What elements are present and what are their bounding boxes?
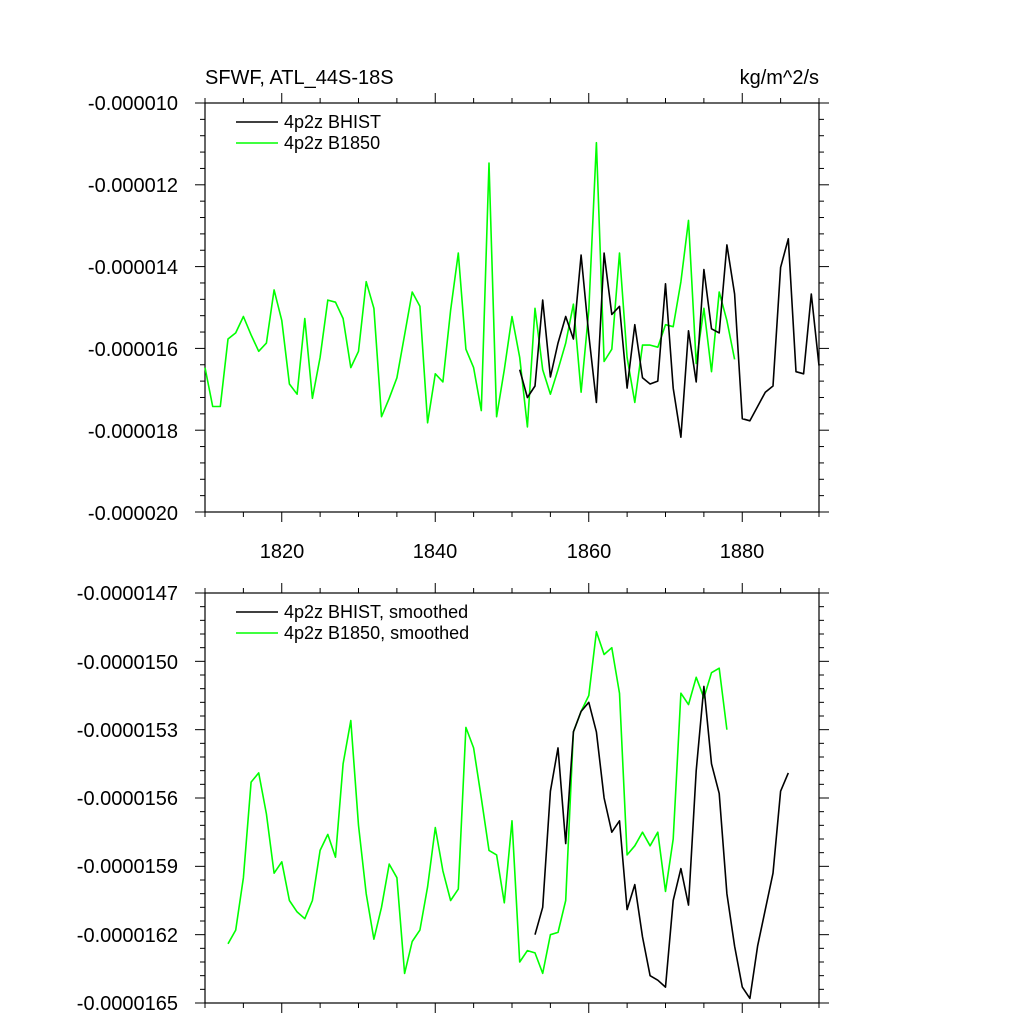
- y-tick-label: -0.000010: [88, 93, 178, 115]
- series-line-4p2z-b1850: [204, 141, 736, 428]
- legend-top: 4p2z BHIST 4p2z B1850: [236, 112, 381, 153]
- x-tick-label: 1860: [567, 541, 612, 563]
- legend-label: 4p2z B1850, smoothed: [284, 623, 469, 643]
- y-tick-label: -0.0000153: [77, 720, 178, 742]
- series-lines-bottom: [227, 630, 790, 1000]
- x-tick-labels-top: 1820 1840 1860 1880: [260, 541, 765, 563]
- axis-ticks-bottom: [195, 583, 829, 1013]
- y-tick-labels-bottom: -0.0000147 -0.0000150 -0.0000153 -0.0000…: [77, 583, 178, 1015]
- y-tick-label: -0.0000156: [77, 788, 178, 810]
- plot-frame-bottom: [204, 592, 820, 1004]
- y-tick-label: -0.0000165: [77, 993, 178, 1015]
- series-line-4p2z-bhist-smoothed: [534, 685, 790, 1000]
- y-tick-labels-top: -0.000010 -0.000012 -0.000014 -0.000016 …: [88, 93, 178, 525]
- y-tick-label: -0.0000159: [77, 856, 178, 878]
- series-line-4p2z-bhist: [518, 238, 820, 439]
- y-tick-label: -0.000018: [88, 421, 178, 443]
- x-tick-label: 1840: [413, 541, 458, 563]
- legend-label: 4p2z B1850: [284, 133, 380, 153]
- chart-panel-bottom: -0.0000147 -0.0000150 -0.0000153 -0.0000…: [77, 583, 829, 1015]
- y-tick-label: -0.0000147: [77, 583, 178, 605]
- y-tick-label: -0.000012: [88, 175, 178, 197]
- y-tick-label: -0.0000150: [77, 652, 178, 674]
- y-tick-label: -0.000014: [88, 257, 178, 279]
- x-tick-label: 1880: [720, 541, 765, 563]
- series-lines-top: [204, 141, 820, 439]
- axis-ticks-top: [195, 93, 829, 522]
- legend-label: 4p2z BHIST, smoothed: [284, 602, 468, 622]
- units-label: kg/m^2/s: [740, 67, 819, 89]
- y-tick-label: -0.000020: [88, 503, 178, 525]
- plot-frame-top: [204, 102, 820, 513]
- y-tick-label: -0.0000162: [77, 925, 178, 947]
- chart-panel-top: SFWF, ATL_44S-18S kg/m^2/s -0.000010 -0.…: [88, 67, 829, 563]
- x-tick-label: 1820: [260, 541, 305, 563]
- chart-title: SFWF, ATL_44S-18S: [205, 67, 394, 89]
- y-tick-label: -0.000016: [88, 339, 178, 361]
- legend-bottom: 4p2z BHIST, smoothed 4p2z B1850, smoothe…: [236, 602, 469, 643]
- legend-label: 4p2z BHIST: [284, 112, 381, 132]
- series-line-4p2z-b1850-smoothed: [227, 630, 728, 975]
